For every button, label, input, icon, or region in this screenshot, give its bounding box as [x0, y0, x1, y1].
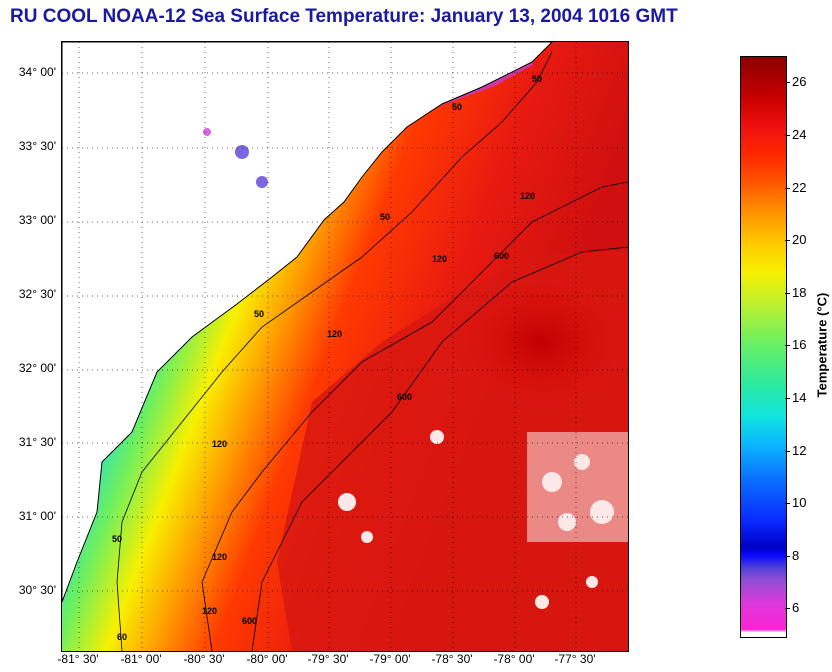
- colorbar-tick-label: 6: [792, 600, 800, 615]
- contour-label: 120: [202, 606, 217, 616]
- contour-label: 60: [117, 632, 127, 642]
- lat-label: 33° 00': [18, 213, 56, 227]
- colorbar-tick-label: 22: [792, 180, 807, 195]
- land-coastline: [62, 42, 553, 603]
- colorbar-tick-label: 10: [792, 495, 807, 510]
- contour-label: 120: [432, 254, 447, 264]
- lat-label: 32° 00': [18, 361, 56, 375]
- lat-label: 33° 30': [18, 139, 56, 153]
- lat-label: 34° 00': [18, 65, 56, 79]
- contour-label: 600: [397, 392, 412, 402]
- lon-label: -78° 30': [431, 652, 473, 666]
- lat-label: 30° 30': [18, 583, 56, 597]
- colorbar-tick-label: 12: [792, 443, 807, 458]
- contour-label: 120: [212, 439, 227, 449]
- contour-label: 120: [212, 552, 227, 562]
- colorbar-tick-label: 24: [792, 127, 807, 142]
- colorbar-title: Temperature (°C): [814, 292, 830, 398]
- map-title: RU COOL NOAA-12 Sea Surface Temperature:…: [10, 6, 678, 27]
- lat-label: 31° 30': [18, 435, 56, 449]
- warm-core: [452, 272, 628, 412]
- lat-label: 31° 00': [18, 509, 56, 523]
- contour-label: 50: [452, 102, 462, 112]
- lon-label: -79° 30': [307, 652, 349, 666]
- contour-label: 50: [254, 309, 264, 319]
- contour-label: 600: [494, 251, 509, 261]
- lon-label: -80° 30': [183, 652, 225, 666]
- colorbar-tick-label: 26: [792, 74, 807, 89]
- bathymetry-contours: [116, 51, 628, 651]
- lon-label: -81° 00': [120, 652, 162, 666]
- colorbar-tick-label: 20: [792, 232, 807, 247]
- contour-label: 600: [242, 616, 257, 626]
- lon-label: -77° 30': [554, 652, 596, 666]
- colorbar-tick-label: 14: [792, 390, 807, 405]
- sst-map-canvas: 50 50 50 50 50 60 120 120 120 120 120 12…: [62, 42, 628, 651]
- contour-label: 50: [112, 534, 122, 544]
- colorbar-tick-label: 16: [792, 337, 807, 352]
- contour-label: 120: [327, 329, 342, 339]
- lon-label: -78° 00': [493, 652, 535, 666]
- lon-label: -80° 00': [246, 652, 288, 666]
- contour-label: 50: [380, 212, 390, 222]
- sst-map: 50 50 50 50 50 60 120 120 120 120 120 12…: [61, 41, 629, 652]
- contour-label: 120: [520, 191, 535, 201]
- contour-label: 50: [532, 74, 542, 84]
- lat-label: 32° 30': [18, 287, 56, 301]
- colorbar-tick-label: 8: [792, 548, 800, 563]
- colorbar-tick-label: 18: [792, 285, 807, 300]
- lon-label: -81° 30': [57, 652, 99, 666]
- temperature-colorbar: [740, 56, 787, 638]
- lon-label: -79° 00': [369, 652, 411, 666]
